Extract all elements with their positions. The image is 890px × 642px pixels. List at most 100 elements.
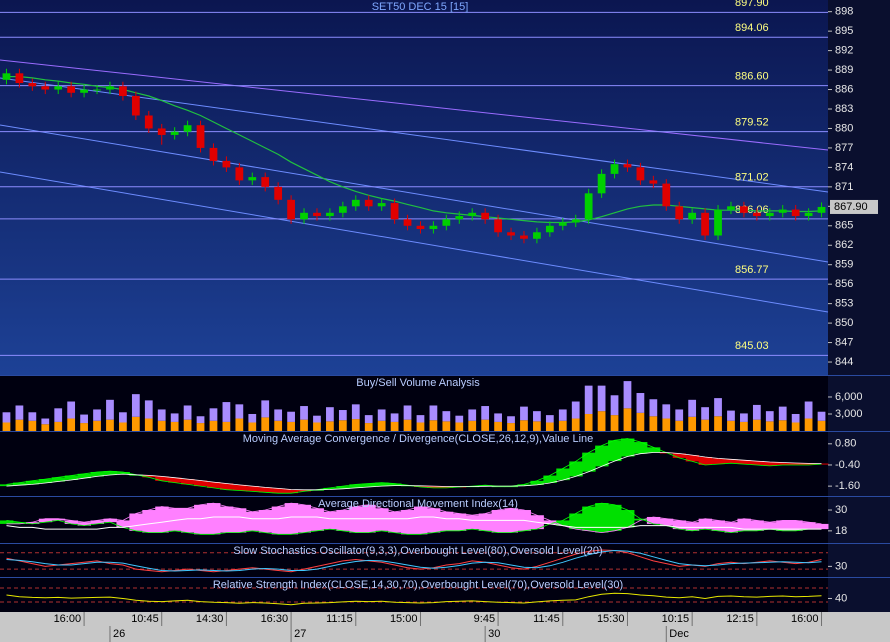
candle-body [416,225,425,230]
ribbon-segment [25,480,40,485]
ribbon-segment [271,506,286,535]
x-tick-label: 15:00 [390,613,418,625]
volume-bar [222,402,231,422]
ribbon-segment [737,518,751,531]
candle-body [183,125,192,132]
last-price-label: 867.90 [834,201,868,213]
ribbon-segment [336,486,350,489]
y-tick-label: 0.80 [835,438,856,450]
volume-bar [533,411,541,422]
candle-body [688,212,697,220]
ribbon-segment [245,486,260,492]
volume-bar [727,410,735,421]
volume-bar [571,418,580,431]
ribbon-segment [258,510,273,533]
ribbon-segment [90,520,104,524]
candle-body [338,206,347,213]
volume-bar [481,406,490,420]
y-tick-label: 844 [835,356,853,368]
ribbon-segment [582,452,596,472]
volume-bar [157,420,166,431]
ribbon-segment [219,483,234,490]
ribbon-segment [297,489,311,492]
candle-body [106,86,114,90]
volume-bar [701,419,709,431]
volume-bar [688,416,697,431]
candle-body [727,206,735,210]
volume-bar [54,408,63,422]
panel-title: SET50 DEC 15 [15] [372,1,469,13]
ribbon-segment [685,522,700,531]
candle-body [675,206,684,220]
ribbon-segment [51,518,66,521]
y-tick-label: 871 [835,181,853,193]
volume-bar [209,408,218,421]
candle-body [765,212,774,217]
volume-bar [442,421,451,431]
level-label: 845.03 [735,340,769,352]
candle-body [740,206,748,213]
date-label: 27 [294,628,306,640]
candle-body [610,164,619,174]
ribbon-segment [142,475,156,478]
volume-bar [688,399,697,417]
ribbon-segment [77,473,92,479]
candle-body [778,209,787,213]
volume-bar [93,420,101,431]
candle-body [364,199,373,207]
volume-bar [67,401,76,419]
y-tick-label: 6,000 [835,391,863,403]
ribbon-segment [608,504,622,531]
volume-bar [455,415,464,423]
ribbon-segment [90,472,104,477]
ribbon-segment [789,520,803,531]
ribbon-segment [0,520,14,524]
candle-body [235,167,244,181]
x-tick-label: 15:30 [597,613,625,625]
candle-body [714,209,722,236]
indicator-line [6,516,822,530]
volume-bar [403,405,412,420]
ribbon-segment [517,484,531,486]
x-tick-label: 11:15 [326,613,353,625]
volume-bar [791,413,800,423]
candle-body [494,219,502,233]
panel-title: Buy/Sell Volume Analysis [356,377,480,389]
y-tick-label: 30 [835,560,847,572]
volume-bar [740,413,748,422]
y-tick-label: 856 [835,278,853,290]
ribbon-segment [426,486,441,488]
level-label: 894.06 [735,22,769,34]
ribbon-segment [142,510,156,533]
candle-body [15,73,24,84]
y-tick-label: 859 [835,259,853,271]
panel-title: Moving Average Convergence / Divergence(… [243,433,594,445]
ribbon-segment [232,508,247,533]
candle-body [442,219,451,226]
volume-bar [804,401,813,419]
volume-bar [481,419,490,431]
volume-bar [429,405,438,421]
candle-body [791,209,800,217]
candle-body [2,73,11,80]
y-tick-label: -0.40 [835,459,860,471]
volume-bar [183,419,192,431]
volume-bar [196,423,205,431]
candle-body [804,212,813,217]
candle-body [558,222,567,226]
volume-bar [144,418,153,431]
ribbon-segment [582,506,596,531]
candle-body [93,89,101,91]
volume-bar [80,414,88,424]
ribbon-segment [271,488,286,494]
candle-body [507,232,515,236]
ribbon-segment [155,506,169,533]
candle-body [817,206,826,213]
volume-bar [662,404,671,419]
ribbon-segment [802,522,816,530]
y-tick-label: 895 [835,25,853,37]
ribbon-segment [25,522,40,524]
level-label: 886.60 [735,71,769,83]
candle-body [533,232,541,239]
indicator-line [6,592,822,606]
